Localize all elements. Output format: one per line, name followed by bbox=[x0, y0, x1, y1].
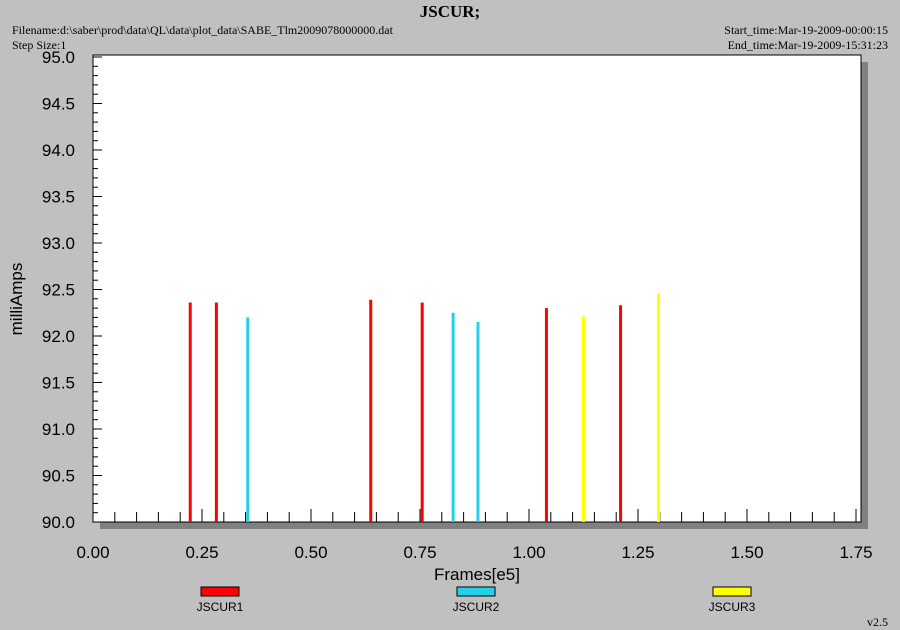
y-tick-label: 93.5 bbox=[42, 188, 75, 207]
y-tick-label: 90.0 bbox=[42, 513, 75, 532]
y-tick-label: 91.5 bbox=[42, 374, 75, 393]
chart-title: JSCUR; bbox=[419, 2, 481, 21]
x-tick-label: 0.25 bbox=[185, 543, 218, 562]
legend-swatch-jscur1 bbox=[200, 586, 240, 597]
filename-text: Filename:d:\saber\prod\data\QL\data\plot… bbox=[12, 23, 393, 37]
x-tick-label: 0.00 bbox=[76, 543, 109, 562]
x-tick-label: 1.25 bbox=[621, 543, 654, 562]
step-size-text: Step Size:1 bbox=[12, 38, 67, 52]
y-tick-label: 94.5 bbox=[42, 95, 75, 114]
x-axis-label: Frames[e5] bbox=[434, 565, 520, 584]
start-time-text: Start_time:Mar-19-2009-00:00:15 bbox=[724, 23, 888, 37]
legend-label-jscur1: JSCUR1 bbox=[197, 600, 244, 614]
y-tick-label: 93.0 bbox=[42, 234, 75, 253]
x-tick-label: 1.50 bbox=[730, 543, 763, 562]
y-tick-label: 92.5 bbox=[42, 281, 75, 300]
legend-label-jscur3: JSCUR3 bbox=[709, 600, 756, 614]
x-tick-label: 0.75 bbox=[403, 543, 436, 562]
bars-layer bbox=[188, 293, 660, 522]
x-tick-label: 1.00 bbox=[512, 543, 545, 562]
legend-label-jscur2: JSCUR2 bbox=[453, 600, 500, 614]
y-tick-label: 90.5 bbox=[42, 467, 75, 486]
x-tick-label: 0.50 bbox=[294, 543, 327, 562]
y-axis-label: milliAmps bbox=[7, 263, 26, 336]
legend-swatch-jscur3 bbox=[712, 586, 752, 597]
labels-layer: 90.0 90.5 91.0 91.5 92.0 92.5 93.0 93.5 94.0 94.5… bbox=[42, 48, 873, 562]
x-tick-label: 1.75 bbox=[839, 543, 872, 562]
y-tick-label: 91.0 bbox=[42, 420, 75, 439]
y-tick-label: 94.0 bbox=[42, 141, 75, 160]
legend-swatch-jscur2 bbox=[456, 586, 496, 597]
version-text: v2.5 bbox=[867, 615, 888, 629]
legend: JSCUR1 JSCUR2 JSCUR3 bbox=[197, 586, 756, 614]
end-time-text: End_time:Mar-19-2009-15:31:23 bbox=[727, 38, 888, 52]
y-tick-label: 95.0 bbox=[42, 48, 75, 67]
y-tick-label: 92.0 bbox=[42, 327, 75, 346]
